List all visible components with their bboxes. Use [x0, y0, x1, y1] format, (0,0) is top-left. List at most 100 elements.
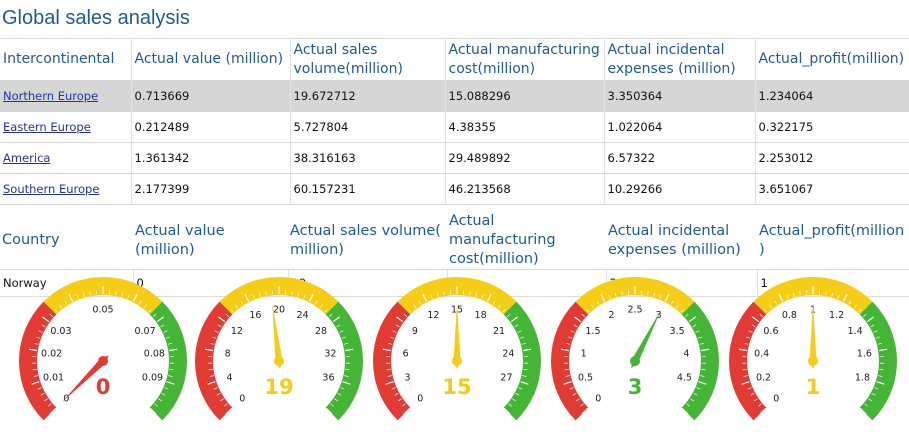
gauge-tick: [866, 316, 875, 323]
gauge-tick: [565, 375, 570, 377]
region-link[interactable]: Southern Europe: [3, 182, 100, 196]
gauge-tick: [518, 387, 523, 390]
region-cell: Northern Europe: [0, 80, 131, 112]
gauge-tick: [692, 324, 697, 328]
gauge-tick: [224, 403, 228, 407]
gauge-tick: [303, 294, 306, 299]
gauge-tick: [523, 348, 532, 352]
gauge-tick: [387, 375, 392, 377]
gauge-tick: [143, 304, 147, 309]
region-link[interactable]: America: [3, 151, 51, 165]
gauge-tick: [786, 294, 789, 299]
region-cell: Eastern Europe: [0, 111, 131, 143]
gauge-tick: [390, 336, 395, 339]
gauge-tick: [230, 309, 234, 313]
gauge-tick-label: 28: [315, 326, 327, 337]
gauge-tick: [686, 403, 690, 407]
gauge-tick: [572, 392, 577, 396]
table-cell: 38.316163: [289, 142, 445, 174]
intercontinental-table: Intercontinental Actual value (million) …: [0, 38, 909, 205]
gauge-tick: [596, 300, 600, 305]
gauge-tick: [685, 313, 689, 317]
gauge-tick: [699, 343, 704, 345]
table-row[interactable]: Northern Europe 0.713669 19.672712 15.08…: [0, 80, 909, 112]
column-header-intercontinental: Intercontinental: [0, 38, 131, 81]
gauge-tick: [44, 398, 48, 402]
region-link[interactable]: Eastern Europe: [3, 120, 91, 134]
gauge-tick: [418, 300, 422, 305]
gauge-tick: [653, 292, 656, 297]
region-cell: Southern Europe: [0, 173, 131, 205]
gauge-tick: [40, 392, 45, 396]
gauge-tick-label: 0.01: [43, 373, 64, 384]
gauge-tick: [169, 348, 178, 352]
gauge-needle: [272, 303, 283, 369]
gauge-tick: [475, 292, 478, 297]
gauge-band-low: [729, 301, 767, 421]
gauge-tick: [403, 407, 411, 415]
gauge-value: 1: [806, 375, 821, 399]
region-link[interactable]: Northern Europe: [3, 89, 99, 103]
gauge-tick: [831, 292, 834, 297]
gauge-tick: [430, 294, 433, 299]
gauge-needle: [61, 355, 109, 403]
gauge-tick: [225, 407, 233, 415]
gauge-tick-label: 36: [322, 373, 334, 384]
gauge-tick: [121, 292, 124, 297]
gauge-tick: [156, 316, 165, 323]
gauge-tick: [166, 381, 175, 385]
gauge-tick: [153, 313, 157, 317]
gauge-tick: [37, 387, 42, 390]
table-row[interactable]: America 1.361342 38.316163 29.489892 6.5…: [0, 142, 909, 174]
gauge-tick: [659, 294, 662, 299]
gauge-tick: [868, 398, 872, 402]
gauge-tick: [878, 375, 883, 377]
gauge-tick: [764, 309, 768, 313]
gauge-tick-label: 6: [403, 348, 409, 359]
gauge: 0 0.01 0.02 0.03 0.05 0.07 0.08 0.09 0: [19, 277, 188, 421]
gauge-tick: [308, 293, 314, 302]
gauge-tick: [204, 348, 213, 352]
gauge-tick-label: 0.02: [41, 348, 62, 359]
table-cell: 15.088296: [444, 80, 604, 112]
gauge-tick: [32, 369, 37, 371]
gauge-tick-label: 1.6: [857, 348, 872, 359]
gauge-tick: [681, 407, 689, 415]
gauge-tick-label: 3: [405, 373, 411, 384]
gauge-tick-label: 0: [417, 393, 423, 404]
gauge-tick: [54, 309, 58, 313]
gauge-needle-hub: [630, 356, 640, 366]
gauge-tick: [741, 381, 750, 385]
gauge-band-mid: [753, 277, 873, 315]
gauge-tick: [213, 387, 218, 390]
gauge-tick: [875, 336, 880, 339]
gauge-tick: [64, 300, 68, 305]
table-row[interactable]: Southern Europe 2.177399 60.157231 46.21…: [0, 173, 909, 205]
gauge-tick-label: 1.4: [848, 326, 863, 337]
gauge-needle-hub: [808, 356, 818, 366]
table-cell: 1.022064: [603, 111, 755, 143]
gauge-tick: [698, 381, 707, 385]
gauge-tick: [265, 291, 267, 296]
gauge-tick: [408, 309, 412, 313]
gauge-value: 15: [442, 375, 471, 399]
gauge-tick: [564, 369, 569, 371]
gauge-tick-label: 32: [324, 348, 336, 359]
gauge-needle-hub: [98, 356, 108, 366]
gauge-tick-label: 12: [231, 326, 243, 337]
gauge-tick: [398, 398, 402, 402]
table-cell: 0.713669: [130, 80, 290, 112]
gauge-tick-label: 8: [225, 348, 231, 359]
gauge-tick: [324, 309, 328, 313]
gauge-tick: [879, 369, 884, 371]
table-row[interactable]: Eastern Europe 0.212489 5.727804 4.38355…: [0, 111, 909, 143]
gauge-tick: [402, 403, 406, 407]
gauge-tick: [608, 294, 611, 299]
gauge-tick: [680, 309, 684, 313]
gauge: 00.20.40.60.811.21.41.61.81: [729, 277, 897, 421]
gauge-tick: [523, 369, 528, 371]
gauge-tick: [244, 293, 250, 302]
gauge-tick: [568, 336, 573, 339]
gauge-tick: [38, 330, 43, 333]
